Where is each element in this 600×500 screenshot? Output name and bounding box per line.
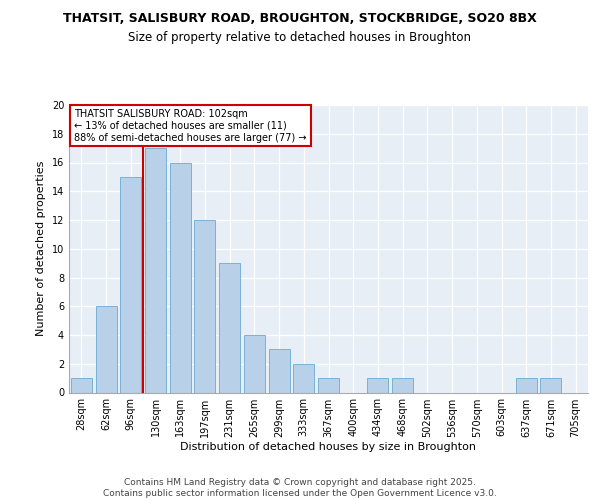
Bar [170, 162, 191, 392]
Bar [318, 378, 339, 392]
Bar [71, 378, 92, 392]
Bar [145, 148, 166, 392]
Bar [293, 364, 314, 392]
Bar [516, 378, 537, 392]
Bar [120, 177, 141, 392]
Bar [367, 378, 388, 392]
Y-axis label: Number of detached properties: Number of detached properties [36, 161, 46, 336]
Text: Contains HM Land Registry data © Crown copyright and database right 2025.
Contai: Contains HM Land Registry data © Crown c… [103, 478, 497, 498]
Bar [269, 350, 290, 393]
Bar [219, 263, 240, 392]
X-axis label: Distribution of detached houses by size in Broughton: Distribution of detached houses by size … [181, 442, 476, 452]
Bar [194, 220, 215, 392]
Bar [392, 378, 413, 392]
Text: THATSIT, SALISBURY ROAD, BROUGHTON, STOCKBRIDGE, SO20 8BX: THATSIT, SALISBURY ROAD, BROUGHTON, STOC… [63, 12, 537, 26]
Bar [95, 306, 116, 392]
Bar [244, 335, 265, 392]
Bar [541, 378, 562, 392]
Text: THATSIT SALISBURY ROAD: 102sqm
← 13% of detached houses are smaller (11)
88% of : THATSIT SALISBURY ROAD: 102sqm ← 13% of … [74, 110, 307, 142]
Text: Size of property relative to detached houses in Broughton: Size of property relative to detached ho… [128, 31, 472, 44]
